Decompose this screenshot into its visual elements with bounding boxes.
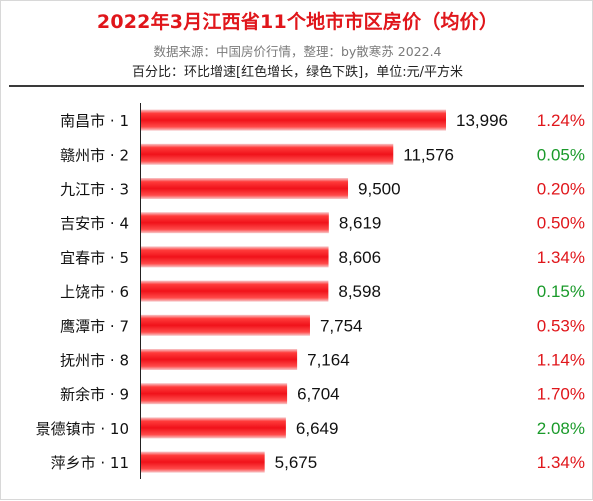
chart-note: 百分比：环比增速[红色增长，绿色下跌]，单位:元/平方米 — [132, 65, 463, 80]
category-label: 鹰潭市 · 7 — [60, 317, 129, 335]
value-label: 6,704 — [297, 385, 340, 404]
value-label: 13,996 — [456, 111, 508, 130]
bar — [141, 143, 394, 165]
bar — [141, 280, 329, 302]
category-label: 赣州市 · 2 — [60, 146, 129, 164]
chart-title: 2022年3月江西省11个地市市区房价（均价） — [96, 11, 499, 33]
value-label: 8,606 — [339, 248, 382, 267]
value-label: 7,754 — [320, 316, 363, 335]
category-label: 上饶市 · 6 — [60, 283, 129, 301]
value-label: 6,649 — [296, 419, 339, 438]
bar — [141, 178, 349, 199]
mom-change-label: 2.08% — [537, 419, 585, 438]
category-label: 南昌市 · 1 — [60, 112, 129, 130]
chart-source: 数据来源：中国房价行情，整理：by散寒苏 2022.4 — [153, 44, 442, 59]
mom-change-label: 0.15% — [537, 282, 585, 301]
category-label: 抚州市 · 8 — [60, 352, 129, 370]
category-label: 萍乡市 · 11 — [51, 454, 129, 472]
mom-change-label: 1.34% — [537, 453, 585, 472]
mom-change-label: 1.24% — [537, 111, 585, 130]
value-label: 7,164 — [307, 351, 350, 370]
mom-change-label: 0.05% — [537, 145, 585, 164]
mom-change-label: 0.50% — [537, 214, 585, 233]
category-label: 吉安市 · 4 — [60, 215, 129, 233]
title-divider — [9, 85, 584, 87]
mom-change-label: 0.53% — [537, 316, 585, 335]
bar — [141, 451, 265, 473]
bar — [141, 383, 288, 405]
bar — [141, 417, 286, 439]
bar — [141, 109, 446, 131]
bar — [141, 314, 310, 336]
value-label: 8,619 — [339, 214, 382, 233]
value-label: 8,598 — [338, 282, 381, 301]
value-label: 11,576 — [403, 145, 454, 164]
bar — [141, 246, 329, 268]
category-label: 九江市 · 3 — [60, 181, 129, 199]
bar — [141, 212, 329, 234]
value-label: 5,675 — [275, 453, 318, 472]
mom-change-label: 1.14% — [537, 351, 585, 370]
category-label: 新余市 · 9 — [60, 386, 129, 404]
mom-change-label: 1.34% — [537, 248, 585, 267]
category-label: 宜春市 · 5 — [60, 249, 129, 267]
value-label: 9,500 — [358, 180, 401, 199]
mom-change-label: 1.70% — [537, 385, 585, 404]
mom-change-label: 0.20% — [537, 180, 585, 199]
bar — [141, 349, 298, 370]
category-label: 景德镇市 · 10 — [36, 420, 129, 438]
